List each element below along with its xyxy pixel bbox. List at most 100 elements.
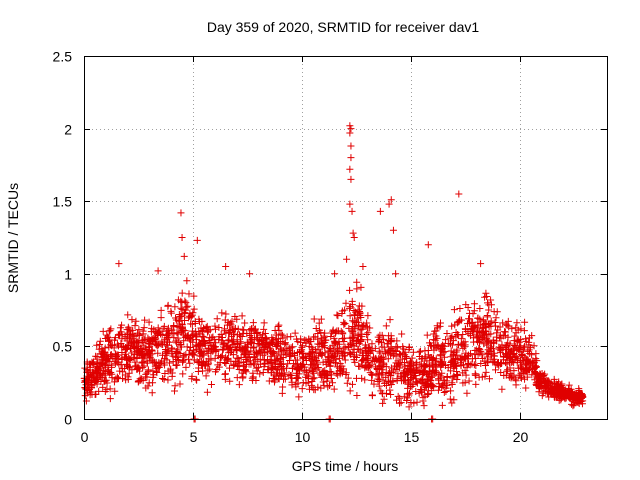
data-point [225,336,233,344]
data-point [129,326,137,334]
data-point [333,311,341,319]
data-point [175,317,183,325]
data-point [187,343,195,351]
data-point [375,338,383,346]
data-point [394,392,402,400]
data-point [112,375,120,383]
data-point [453,367,461,375]
data-point [281,339,289,347]
data-point [516,345,524,353]
data-point [319,378,327,386]
data-point [274,322,282,330]
data-point [197,361,205,369]
data-point [467,332,475,340]
data-point [502,359,510,367]
data-point [210,336,218,344]
data-point [228,325,236,333]
data-point [526,344,534,352]
data-point [155,363,163,371]
data-point [145,318,153,326]
data-point [151,334,159,342]
data-point [461,325,469,333]
data-point [178,305,186,313]
data-point [143,369,151,377]
data-point [347,125,355,133]
data-point [472,346,480,354]
data-point [93,341,101,349]
data-point [520,327,528,335]
data-point [152,368,160,376]
data-point [496,331,504,339]
data-point [168,345,176,353]
data-point [346,200,354,208]
data-point [550,375,558,383]
data-point [111,387,119,395]
data-point [152,335,160,343]
data-point [261,342,269,350]
data-point [86,363,94,371]
data-point [141,316,149,324]
data-point [255,347,263,355]
data-point [518,351,526,359]
data-point [106,395,114,403]
data-point [487,296,495,304]
data-point [164,301,172,309]
data-point [484,350,492,358]
data-point [240,358,248,366]
data-point [96,337,104,345]
data-point [483,293,491,301]
data-point [340,337,348,345]
plot-frame [84,56,608,420]
data-point [433,362,441,370]
data-point [126,333,134,341]
data-point [403,397,411,405]
data-point [103,379,111,387]
data-point [430,330,438,338]
data-point [337,327,345,335]
data-point [298,346,306,354]
data-point [204,361,212,369]
data-point [209,341,217,349]
data-point [397,372,405,380]
data-point [461,367,469,375]
data-point [376,207,384,215]
data-point [459,379,467,387]
data-point [217,354,225,362]
data-point [343,379,351,387]
data-point [334,312,342,320]
data-point [448,322,456,330]
data-point [479,328,487,336]
data-point [455,318,463,326]
data-point [271,376,279,384]
data-point [217,330,225,338]
y-axis-label: SRMTID / TECUs [5,183,21,293]
data-point [454,371,462,379]
data-point [517,325,525,333]
data-point [532,379,540,387]
data-point [233,354,241,362]
data-point [419,380,427,388]
data-point [123,326,131,334]
data-point [460,361,468,369]
data-point [528,364,536,372]
data-point [571,390,579,398]
data-point [321,329,329,337]
data-point [398,355,406,363]
data-point [182,363,190,371]
data-point [435,382,443,390]
data-point [298,385,306,393]
data-point [387,338,395,346]
data-point [310,369,318,377]
data-point [318,351,326,359]
data-point [435,376,443,384]
data-point [124,373,132,381]
data-point [142,345,150,353]
data-point [387,345,395,353]
data-point [192,327,200,335]
data-point [350,307,358,315]
data-point [254,357,262,365]
data-point [478,351,486,359]
data-point [470,300,478,308]
data-point [424,241,432,249]
data-point [133,363,141,371]
